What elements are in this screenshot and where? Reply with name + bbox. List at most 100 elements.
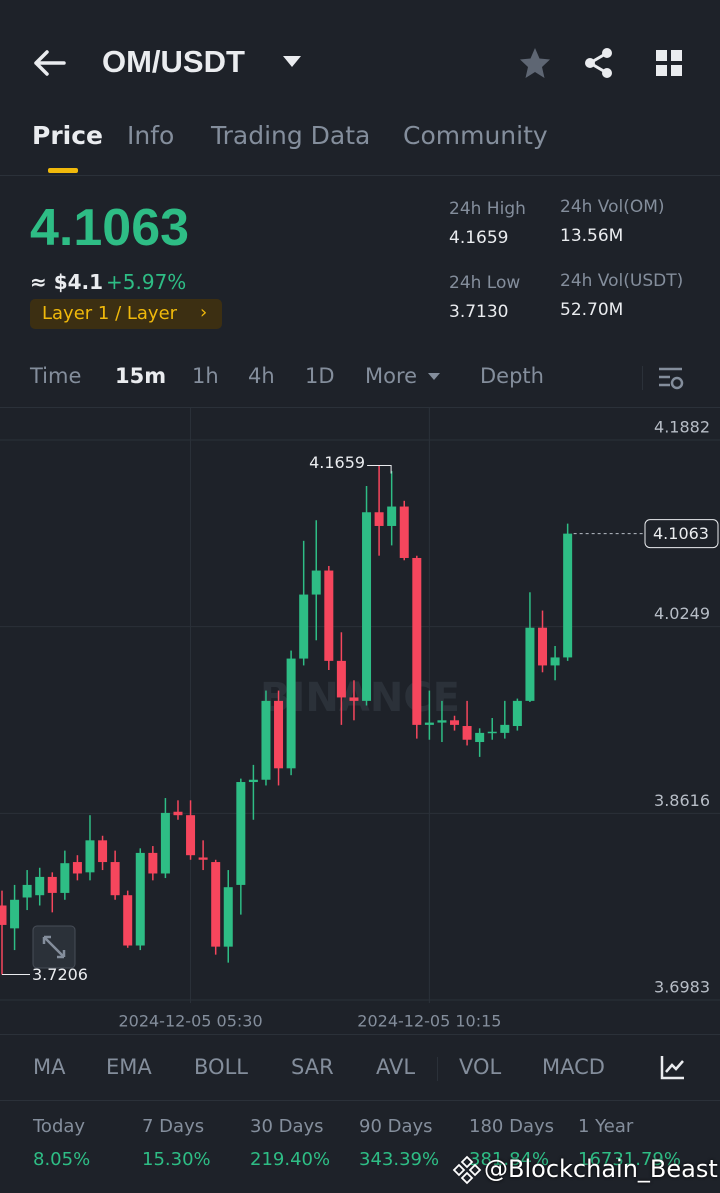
candle-body (248, 779, 258, 783)
indicator[interactable]: VOL (459, 1055, 502, 1079)
performance-value: 16731.79% (578, 1149, 681, 1170)
candle-body (412, 557, 422, 725)
candle-body (311, 570, 321, 595)
more-dropdown[interactable] (427, 372, 441, 382)
candle-body (286, 658, 296, 769)
interval[interactable]: 1h (192, 364, 219, 388)
tag-chip[interactable] (30, 299, 222, 329)
candle-body (160, 812, 170, 874)
divider (0, 1100, 720, 1101)
share-icon[interactable] (582, 46, 616, 80)
candle-body (299, 594, 309, 659)
y-tick-label: 3.8616 (654, 791, 710, 810)
candle-body (349, 697, 359, 701)
performance-label: 180 Days (469, 1116, 554, 1137)
back-button[interactable] (30, 44, 70, 84)
candle-body (399, 506, 409, 558)
pair-title[interactable]: OM/USDT (102, 44, 245, 79)
tag-chevron: › (200, 302, 208, 323)
indicator[interactable]: BOLL (194, 1055, 248, 1079)
candle-body (550, 657, 560, 666)
performance-value: 15.30% (142, 1149, 211, 1170)
performance-label: 30 Days (250, 1116, 324, 1137)
interval[interactable]: More (365, 364, 418, 388)
indicator[interactable]: AVL (376, 1055, 416, 1079)
candle-body (261, 700, 271, 780)
separator (437, 1057, 438, 1081)
performance-value: 381.84% (469, 1149, 550, 1170)
performance-label: 90 Days (359, 1116, 433, 1137)
separator (642, 366, 643, 390)
stat-label: 24h Vol(USDT) (560, 271, 684, 291)
candle-body (324, 570, 334, 661)
x-tick-label: 2024-12-05 10:15 (357, 1012, 501, 1031)
chart-settings-icon[interactable] (656, 364, 688, 392)
y-tick-label: 4.1882 (654, 418, 710, 437)
candle-body (462, 726, 472, 740)
tab[interactable]: Info (127, 121, 175, 150)
candle-body (85, 840, 95, 873)
candle-body (10, 899, 20, 929)
candle-body (437, 720, 447, 723)
candle-body (274, 700, 284, 769)
candle-body (98, 840, 108, 863)
watermark: @Blockchain_Beast (484, 1155, 718, 1183)
watermark-logo (452, 1155, 482, 1185)
interval[interactable]: Time (30, 364, 82, 388)
candle-body (450, 720, 460, 725)
candle-body (538, 627, 548, 666)
current-price-label: 4.1063 (653, 524, 709, 543)
interval[interactable]: 4h (248, 364, 275, 388)
interval[interactable]: 15m (115, 364, 167, 388)
candle-body (223, 887, 233, 947)
candle-body (47, 876, 57, 893)
interval[interactable]: Depth (480, 364, 544, 388)
interval[interactable]: 1D (305, 364, 335, 388)
candle-body (525, 627, 535, 701)
x-tick-label: 2024-12-05 05:30 (118, 1012, 262, 1031)
indicator-settings-icon[interactable] (658, 1054, 686, 1082)
last-price: 4.1063 (30, 199, 190, 257)
indicator[interactable]: SAR (291, 1055, 334, 1079)
grid-icon[interactable] (654, 48, 684, 78)
stat-label: 24h High (449, 199, 526, 219)
candle-body (110, 862, 120, 896)
divider (0, 1034, 720, 1035)
divider (0, 407, 720, 408)
divider (0, 175, 720, 176)
stat-label: 24h Low (449, 273, 521, 293)
stat-value: 13.56M (560, 226, 624, 246)
performance-label: Today (33, 1116, 86, 1137)
y-tick-label: 4.0249 (654, 604, 710, 623)
stat-value: 3.7130 (449, 302, 509, 322)
low-label: 3.7206 (32, 965, 88, 984)
tab[interactable]: Trading Data (211, 121, 371, 150)
performance-value: 343.39% (359, 1149, 440, 1170)
favorite-star[interactable] (518, 46, 552, 80)
tab[interactable]: Community (403, 121, 548, 150)
high-pointer (367, 464, 392, 474)
usd-price: ≈ $4.1 (30, 270, 104, 294)
candle-body (500, 724, 510, 733)
candle-body (60, 863, 70, 893)
indicator[interactable]: MACD (542, 1055, 605, 1079)
candle-body (475, 732, 485, 743)
candle-body (563, 533, 573, 658)
indicator[interactable]: EMA (106, 1055, 152, 1079)
performance-value: 219.40% (250, 1149, 331, 1170)
performance-label: 1 Year (578, 1116, 634, 1137)
pair-dropdown[interactable] (282, 54, 302, 70)
candle-body (512, 700, 522, 727)
high-label: 4.1659 (309, 453, 365, 472)
candle-body (72, 862, 82, 874)
stat-value: 4.1659 (449, 228, 509, 248)
indicator[interactable]: MA (33, 1055, 66, 1079)
performance-value: 8.05% (33, 1149, 91, 1170)
tab[interactable]: Price (32, 121, 103, 150)
candlestick-chart: BINANCE3.69833.86164.02494.18822024-12-0… (0, 408, 720, 1031)
fullscreen-button[interactable] (32, 925, 76, 969)
price-change: +5.97% (106, 270, 187, 294)
tag-text[interactable]: Layer 1 / Layer (42, 303, 178, 324)
candle-body (186, 815, 196, 856)
